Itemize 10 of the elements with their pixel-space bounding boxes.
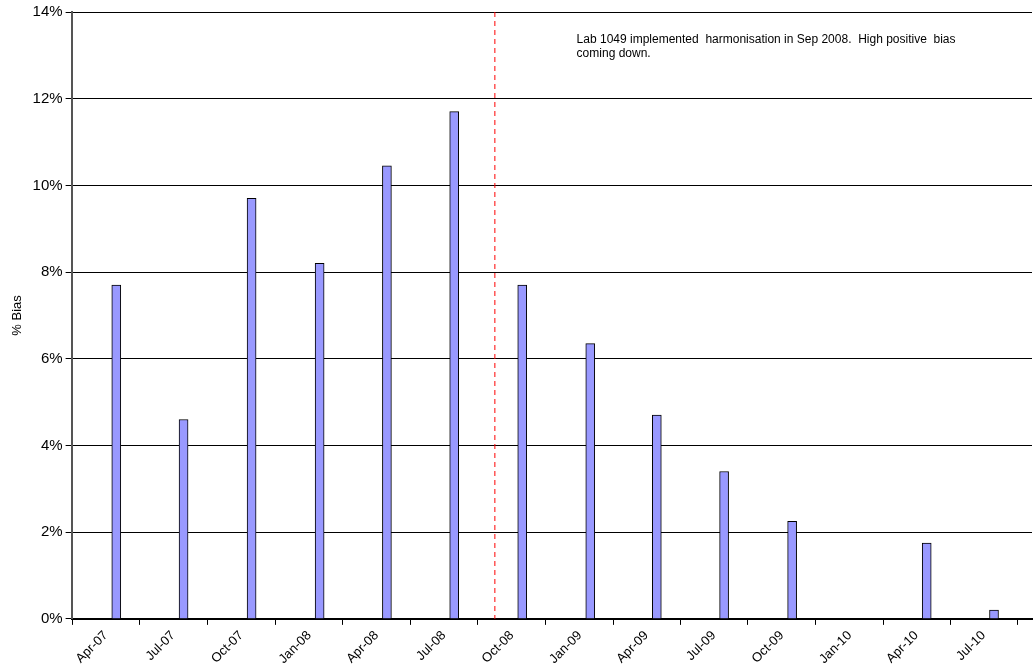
y-tick-label: 2% — [40, 522, 63, 540]
y-tick-label: 8% — [40, 262, 63, 280]
y-tick-label: 12% — [32, 88, 63, 106]
annotation: Lab 1049 implemented harmonisation in Sep 2008. High positive bias coming down. — [576, 32, 956, 61]
y-axis-title: % Bias — [9, 294, 25, 336]
y-tick-label: 0% — [40, 609, 63, 626]
y-tick-label: 6% — [40, 348, 63, 366]
y-tick-label: 10% — [32, 175, 63, 193]
y-tick-label: 14% — [32, 2, 63, 20]
y-tick-label: 4% — [40, 435, 63, 453]
